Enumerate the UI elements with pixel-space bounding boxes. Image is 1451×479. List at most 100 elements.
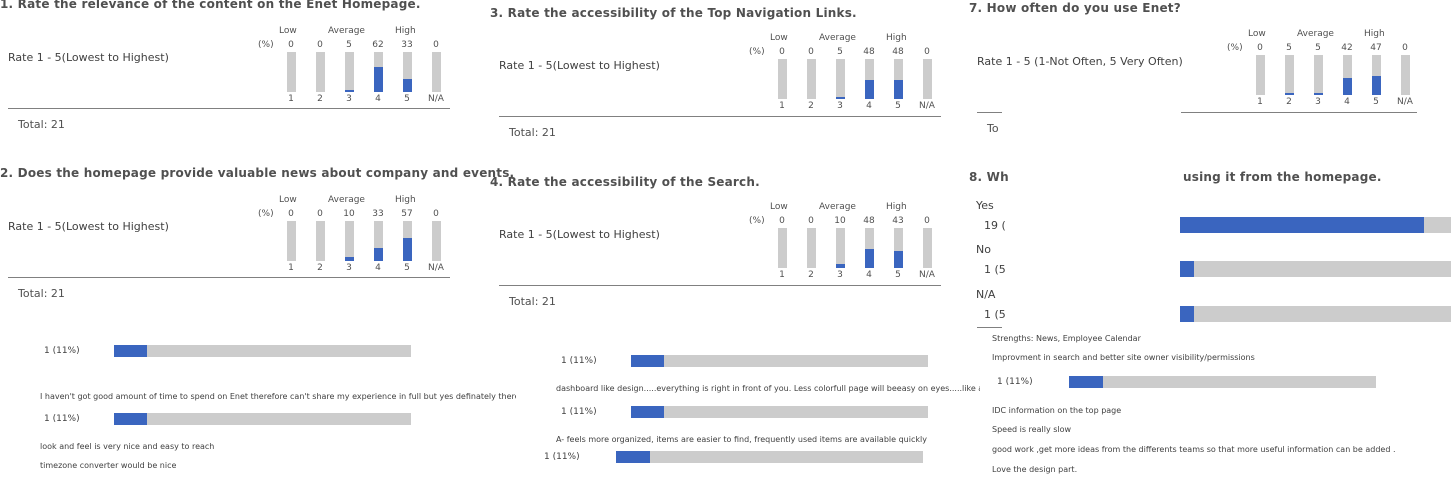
bar-track	[345, 221, 354, 261]
q7-total-partial: To	[987, 122, 999, 135]
q8-count-yes: 19 (	[984, 219, 1006, 232]
comment-count-5: 1 (11%)	[544, 452, 580, 462]
scale-high-label: High	[1364, 29, 1385, 39]
bar-track	[345, 52, 354, 92]
category-label: 4	[375, 263, 381, 273]
q4-divider	[499, 285, 941, 286]
scale-low-label: Low	[1248, 29, 1266, 39]
q4-total: Total: 21	[509, 295, 556, 308]
bar-track	[778, 228, 787, 268]
scale-low-label: Low	[279, 195, 297, 205]
comment-bar-5	[616, 451, 923, 463]
category-label: 3	[346, 263, 352, 273]
bar-fill	[345, 90, 354, 92]
value-label: 0	[924, 216, 930, 226]
comment-count-2: 1 (11%)	[44, 414, 80, 424]
q8-bar-na	[1180, 306, 1451, 322]
q1-title: 1. Rate the relevance of the content on …	[0, 0, 421, 11]
q8-title-end: using it from the homepage.	[1183, 170, 1382, 184]
comment-text-5: A- feels more organized, items are easie…	[556, 435, 927, 444]
bar-fill	[114, 413, 147, 425]
comment-text-2: look and feel is very nice and easy to r…	[40, 442, 215, 451]
q8-divider-left	[977, 327, 1002, 328]
value-label: 10	[343, 209, 355, 219]
bar-fill	[616, 451, 650, 463]
value-label: 62	[372, 40, 384, 50]
comment-bar-2	[114, 413, 411, 425]
comment-text-9: Speed is really slow	[992, 425, 1072, 434]
comment-count-6: 1 (11%)	[997, 377, 1033, 387]
value-label: 0	[317, 209, 323, 219]
value-label: 57	[401, 209, 413, 219]
category-label: 2	[317, 94, 323, 104]
value-label: 0	[808, 216, 814, 226]
value-label: 47	[1370, 43, 1382, 53]
comment-bar-4	[631, 406, 928, 418]
q3-total: Total: 21	[509, 126, 556, 139]
scale-average-label: Average	[819, 202, 856, 212]
value-label: 0	[924, 47, 930, 57]
q2-total: Total: 21	[18, 287, 65, 300]
bar-track	[1343, 55, 1352, 95]
comment-count-4: 1 (11%)	[561, 407, 597, 417]
bar-track	[923, 59, 932, 99]
value-label: 5	[1315, 43, 1321, 53]
q4-chart: Low Average High (%) 0 1 0 2 10 3 48 4 43 5 0 N/A	[749, 202, 949, 282]
bar-track	[836, 228, 845, 268]
scale-high-label: High	[886, 202, 907, 212]
value-label: 0	[808, 47, 814, 57]
bar-track	[403, 221, 412, 261]
q7-title: 7. How often do you use Enet?	[969, 1, 1181, 15]
scale-high-label: High	[886, 33, 907, 43]
bar-fill	[114, 345, 147, 357]
bar-track	[432, 221, 441, 261]
value-label: 48	[863, 47, 875, 57]
q8-count-no: 1 (5	[984, 263, 1006, 276]
q8-bar-no	[1180, 261, 1451, 277]
bar-fill	[631, 406, 664, 418]
bar-track	[807, 228, 816, 268]
bar-track	[374, 52, 383, 92]
bar-fill	[1069, 376, 1103, 388]
value-label: 43	[892, 216, 904, 226]
value-label: 33	[401, 40, 413, 50]
q4-rate-label: Rate 1 - 5(Lowest to Highest)	[499, 228, 660, 241]
value-label: 48	[892, 47, 904, 57]
bar-track	[1256, 55, 1265, 95]
bar-fill	[865, 79, 874, 99]
bar-fill	[894, 79, 903, 99]
bar-track	[287, 52, 296, 92]
value-label: 5	[1286, 43, 1292, 53]
scale-high-label: High	[395, 26, 416, 36]
percent-unit-label: (%)	[1227, 43, 1243, 53]
q4-title: 4. Rate the accessibility of the Search.	[490, 175, 760, 189]
category-label: 3	[837, 270, 843, 280]
category-label: 5	[404, 263, 410, 273]
q7-chart: Low Average High (%) 0 1 5 2 5 3 42 4 47 5 0 N/A	[1227, 29, 1427, 109]
bar-fill	[374, 67, 383, 92]
q1-total: Total: 21	[18, 118, 65, 131]
comment-bar-6	[1069, 376, 1376, 388]
bar-fill	[345, 257, 354, 261]
value-label: 48	[863, 216, 875, 226]
comment-text-4: dashboard like design.....everything is …	[556, 384, 980, 393]
category-label: 2	[1286, 97, 1292, 107]
percent-unit-label: (%)	[749, 47, 765, 57]
value-label: 0	[288, 209, 294, 219]
bar-track	[807, 59, 816, 99]
bar-track	[1285, 55, 1294, 95]
comment-text-3: timezone converter would be nice	[40, 461, 177, 470]
bar-fill	[374, 247, 383, 261]
category-label: 3	[1315, 97, 1321, 107]
comment-count-1: 1 (11%)	[44, 346, 80, 356]
category-label: 2	[808, 270, 814, 280]
q1-rate-label: Rate 1 - 5(Lowest to Highest)	[8, 51, 169, 64]
bar-fill	[1372, 76, 1381, 95]
category-label: 3	[837, 101, 843, 111]
bar-track	[374, 221, 383, 261]
q7-divider-right	[1181, 112, 1417, 113]
q3-divider	[499, 116, 941, 117]
comment-text-6: Strengths: News, Employee Calendar	[992, 334, 1141, 343]
bar-track	[432, 52, 441, 92]
bar-track	[316, 52, 325, 92]
